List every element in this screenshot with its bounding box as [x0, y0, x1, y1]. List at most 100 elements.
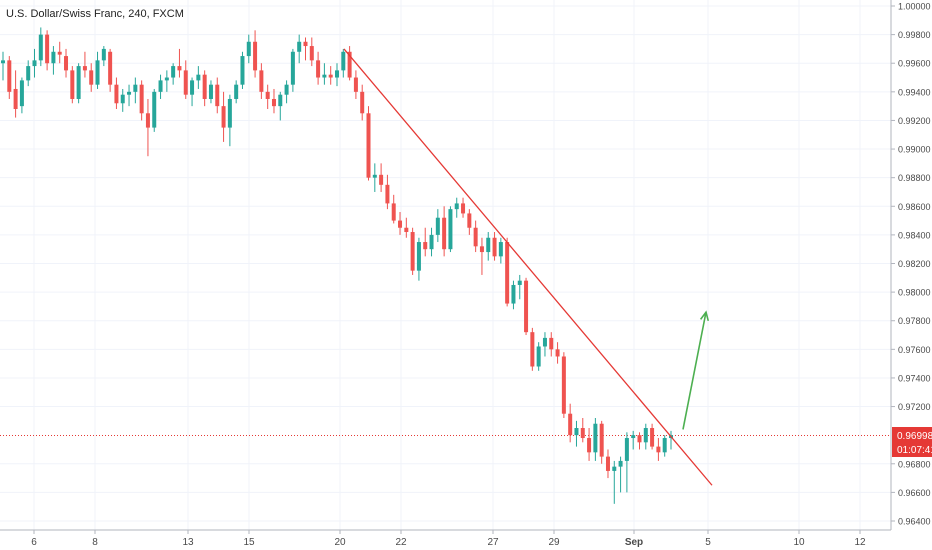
candle-down [599, 423, 604, 457]
bullish-arrow-head [699, 310, 710, 322]
candle-down [114, 84, 119, 104]
candle-up [511, 284, 516, 304]
candle-up [435, 217, 440, 235]
y-tick-label: 1.00000 [898, 2, 931, 12]
price-badge-bg [892, 427, 932, 457]
candle-up [196, 74, 201, 81]
candle-down [473, 227, 478, 247]
candle-up [612, 466, 617, 471]
candle-down [303, 41, 308, 47]
candle-down [7, 60, 12, 92]
candle-up [152, 91, 157, 128]
candle-down [561, 356, 566, 414]
candle-up [542, 337, 547, 347]
y-tick-label: 0.98800 [898, 173, 931, 183]
candle-down [253, 41, 258, 71]
y-tick-label: 0.97400 [898, 373, 931, 383]
candle-up [101, 48, 106, 61]
y-tick-label: 0.98400 [898, 230, 931, 240]
candle-down [587, 438, 592, 453]
candle-down [316, 60, 321, 78]
candle-down [89, 70, 94, 85]
price-axis[interactable]: 1.00000 0.99800 0.99600 0.99400 0.99200 0.990… [891, 2, 931, 527]
candle-up [486, 237, 491, 253]
candle-down [108, 51, 113, 85]
candle-up [517, 280, 522, 285]
candle-up [1, 60, 5, 64]
candle-up [246, 41, 251, 57]
candle-down [360, 91, 365, 114]
candle-up [290, 51, 295, 85]
y-tick-label: 0.99600 [898, 59, 931, 69]
candle-down [549, 337, 554, 350]
candle-down [82, 66, 87, 71]
candle-down [328, 74, 333, 78]
x-tick-label: 27 [487, 537, 499, 548]
bullish-arrow-shaft[interactable] [682, 311, 707, 430]
candle-down [568, 413, 573, 436]
candle-up [631, 435, 636, 439]
y-tick-label: 0.99000 [898, 145, 931, 155]
candle-down [221, 106, 226, 128]
x-tick-label: 8 [92, 537, 98, 548]
candle-down [139, 84, 144, 114]
candles [1, 27, 673, 504]
y-tick-label: 0.98000 [898, 288, 931, 298]
candle-up [158, 80, 163, 92]
y-tick-label: 0.96600 [898, 488, 931, 498]
candle-down [467, 213, 472, 228]
candle-down [265, 91, 270, 99]
candle-up [171, 66, 176, 78]
x-tick-label: 29 [548, 537, 560, 548]
candle-up [51, 51, 56, 64]
x-tick-label: Sep [625, 537, 643, 548]
candle-up [38, 34, 43, 61]
candle-up [574, 428, 579, 436]
y-tick-label: 0.97800 [898, 316, 931, 326]
y-tick-label: 0.99200 [898, 116, 931, 126]
downtrend-line[interactable] [343, 48, 713, 486]
candle-up [76, 66, 81, 99]
x-tick-label: 10 [793, 537, 805, 548]
candle-down [404, 227, 409, 233]
candle-up [341, 51, 346, 71]
candle-down [461, 203, 466, 214]
candle-up [120, 94, 125, 104]
candle-down [505, 242, 510, 304]
candle-up [19, 80, 24, 107]
candle-up [335, 70, 339, 78]
time-axis[interactable]: 6 8 13 15 20 22 27 29 Sep 5 10 12 [31, 530, 866, 548]
candle-down [605, 456, 610, 471]
candle-up [498, 242, 503, 257]
candle-up [190, 80, 195, 95]
candle-up [95, 60, 100, 85]
candle-down [45, 34, 50, 64]
candle-down [580, 428, 585, 439]
x-tick-label: 12 [854, 537, 866, 548]
candle-down [347, 51, 352, 78]
candle-down [524, 280, 529, 333]
candle-down [353, 77, 358, 92]
candle-down [202, 74, 207, 99]
candle-down [479, 246, 484, 253]
y-tick-label: 0.99400 [898, 87, 931, 97]
candle-down [366, 113, 371, 178]
candle-down [637, 435, 642, 443]
candle-up [643, 428, 648, 443]
candle-up [618, 460, 623, 467]
candle-up [284, 84, 289, 95]
chart-title: U.S. Dollar/Swiss Franc, 240, FXCM [6, 8, 184, 20]
candle-down [271, 98, 276, 107]
candle-up [322, 74, 327, 78]
candle-down [215, 84, 220, 107]
candle-up [133, 84, 138, 92]
candle-up [26, 66, 31, 81]
candle-up [297, 41, 302, 52]
candle-down [70, 70, 75, 99]
candle-down [442, 217, 447, 250]
x-tick-label: 20 [334, 537, 346, 548]
x-tick-label: 6 [31, 537, 37, 548]
y-tick-label: 0.98200 [898, 259, 931, 269]
